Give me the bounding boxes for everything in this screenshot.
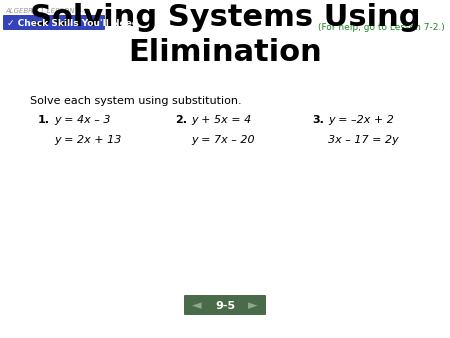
Text: ✓ Check Skills You'll Need: ✓ Check Skills You'll Need: [7, 19, 138, 27]
Text: ◄: ◄: [192, 299, 202, 313]
Text: (For help, go to Lesson 7-2.): (For help, go to Lesson 7-2.): [318, 24, 445, 32]
Text: y + 5x = 4: y + 5x = 4: [191, 115, 251, 125]
Text: Solve each system using substitution.: Solve each system using substitution.: [30, 96, 242, 106]
FancyBboxPatch shape: [184, 295, 266, 315]
Text: 1.: 1.: [38, 115, 50, 125]
Text: 3x – 17 = 2y: 3x – 17 = 2y: [328, 135, 399, 145]
Text: 9-5: 9-5: [215, 301, 235, 311]
Text: y = 4x – 3: y = 4x – 3: [54, 115, 111, 125]
Text: Solving Systems Using: Solving Systems Using: [30, 3, 420, 32]
Text: 2.: 2.: [175, 115, 187, 125]
Text: 3.: 3.: [312, 115, 324, 125]
Text: y = –2x + 2: y = –2x + 2: [328, 115, 394, 125]
Text: ALGEBRA 1 LESSON 9-5: ALGEBRA 1 LESSON 9-5: [5, 8, 88, 14]
FancyBboxPatch shape: [3, 15, 105, 30]
Text: ►: ►: [248, 299, 258, 313]
Text: y = 2x + 13: y = 2x + 13: [54, 135, 122, 145]
Text: y = 7x – 20: y = 7x – 20: [191, 135, 255, 145]
Text: Elimination: Elimination: [128, 38, 322, 67]
